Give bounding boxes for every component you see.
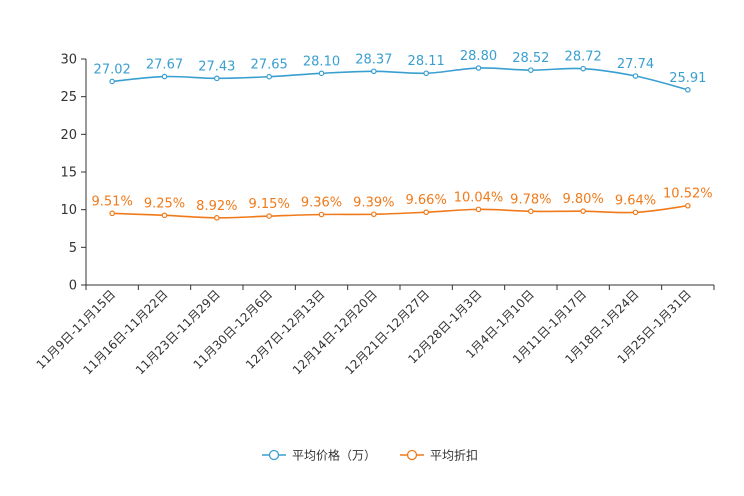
data-label: 27.65 <box>251 58 288 73</box>
data-point <box>423 70 429 77</box>
data-point <box>109 78 115 85</box>
y-tick-label: 20 <box>60 128 77 143</box>
series-line-2 <box>112 204 688 219</box>
y-tick-label: 0 <box>69 279 77 294</box>
legend-marker-2 <box>406 449 418 461</box>
data-point <box>266 73 272 80</box>
data-label: 9.15% <box>249 197 290 212</box>
data-label: 25.91 <box>669 71 706 86</box>
data-point <box>423 209 429 216</box>
data-label: 27.43 <box>198 59 235 74</box>
data-label: 9.64% <box>615 193 656 208</box>
data-label: 9.80% <box>563 192 604 207</box>
data-point <box>685 202 691 209</box>
data-point <box>161 73 168 80</box>
data-point <box>371 68 377 75</box>
data-point <box>632 209 639 216</box>
data-label: 28.11 <box>408 54 445 69</box>
data-point <box>580 65 586 72</box>
data-label: 27.67 <box>146 58 183 73</box>
data-point <box>266 213 272 219</box>
data-point <box>475 206 482 213</box>
y-tick-label: 15 <box>60 166 77 181</box>
y-tick-label: 5 <box>69 241 77 256</box>
data-point <box>161 212 168 219</box>
data-label: 9.78% <box>510 192 551 207</box>
data-point <box>632 73 639 79</box>
data-point <box>318 70 325 77</box>
y-tick-label: 30 <box>60 53 77 68</box>
data-point <box>371 211 377 218</box>
data-point <box>214 215 220 221</box>
data-label: 28.80 <box>460 49 497 64</box>
data-label: 28.72 <box>565 50 602 65</box>
data-point <box>528 67 534 73</box>
data-label: 9.39% <box>353 195 394 210</box>
data-label: 10.52% <box>663 187 713 202</box>
data-point <box>318 211 325 218</box>
data-label: 28.37 <box>355 52 392 67</box>
legend-label-2: 平均折扣 <box>430 448 478 463</box>
data-point <box>214 75 220 82</box>
data-point <box>475 65 482 71</box>
y-tick-label: 10 <box>60 203 77 218</box>
data-point <box>528 208 534 215</box>
data-point <box>685 87 691 93</box>
data-label: 28.52 <box>512 51 549 66</box>
data-point <box>109 210 115 217</box>
data-label: 10.04% <box>454 190 504 205</box>
data-label: 27.02 <box>94 62 131 77</box>
data-label: 9.66% <box>406 193 447 208</box>
data-label: 8.92% <box>196 199 237 214</box>
data-point <box>580 208 586 214</box>
y-tick-label: 25 <box>60 90 77 105</box>
legend-label-1: 平均价格（万） <box>292 448 376 463</box>
data-label: 9.51% <box>92 194 133 209</box>
series-line-1 <box>112 67 689 91</box>
data-label: 9.36% <box>301 195 342 210</box>
data-label: 9.25% <box>144 196 185 211</box>
data-label: 28.10 <box>303 54 340 69</box>
data-label: 27.74 <box>617 57 654 72</box>
legend-marker-1 <box>268 449 280 461</box>
